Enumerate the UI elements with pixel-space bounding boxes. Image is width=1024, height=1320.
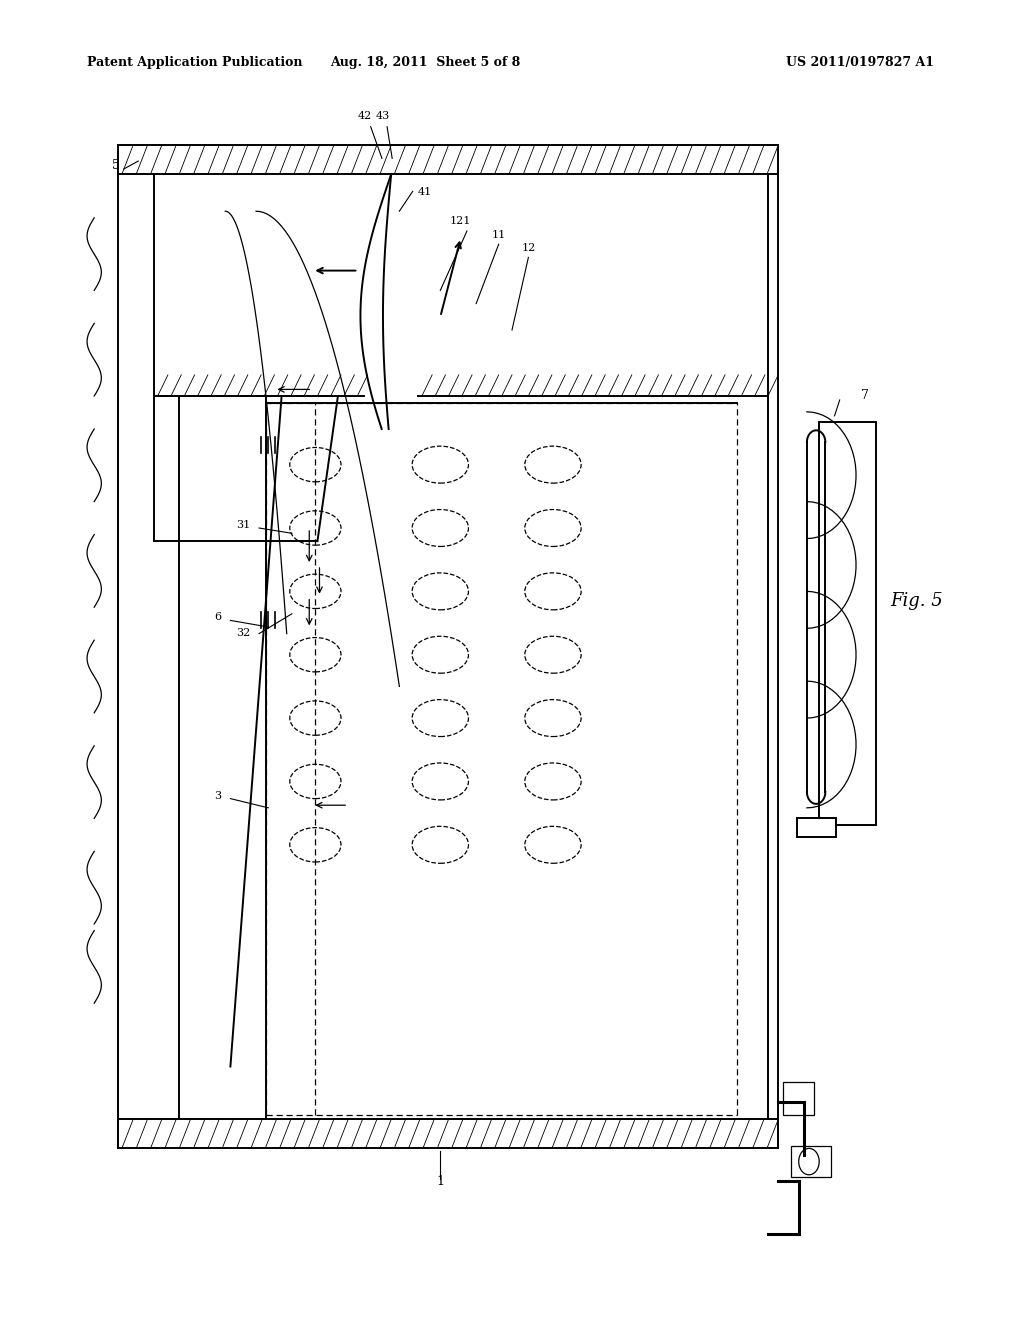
Text: Patent Application Publication: Patent Application Publication xyxy=(87,55,302,69)
Text: Aug. 18, 2011  Sheet 5 of 8: Aug. 18, 2011 Sheet 5 of 8 xyxy=(330,55,520,69)
Bar xyxy=(819,422,876,825)
Circle shape xyxy=(799,1148,819,1175)
Text: 32: 32 xyxy=(237,628,251,639)
Text: 31: 31 xyxy=(237,520,251,531)
Text: 11: 11 xyxy=(492,230,506,240)
Text: US 2011/0197827 A1: US 2011/0197827 A1 xyxy=(786,55,934,69)
Bar xyxy=(118,145,778,174)
Text: Fig. 5: Fig. 5 xyxy=(890,591,943,610)
Text: 1: 1 xyxy=(436,1175,444,1188)
Text: 12: 12 xyxy=(521,243,536,253)
Text: 121: 121 xyxy=(451,216,471,227)
Bar xyxy=(791,1146,831,1177)
Text: 6: 6 xyxy=(215,612,221,623)
Text: 7: 7 xyxy=(861,388,869,401)
Text: 5: 5 xyxy=(112,158,120,172)
Text: 41: 41 xyxy=(418,187,432,198)
Bar xyxy=(797,818,836,837)
Text: 3: 3 xyxy=(215,791,221,801)
Text: 43: 43 xyxy=(376,111,390,121)
Bar xyxy=(118,1119,778,1148)
Text: 42: 42 xyxy=(357,111,372,121)
Bar xyxy=(783,1082,814,1115)
